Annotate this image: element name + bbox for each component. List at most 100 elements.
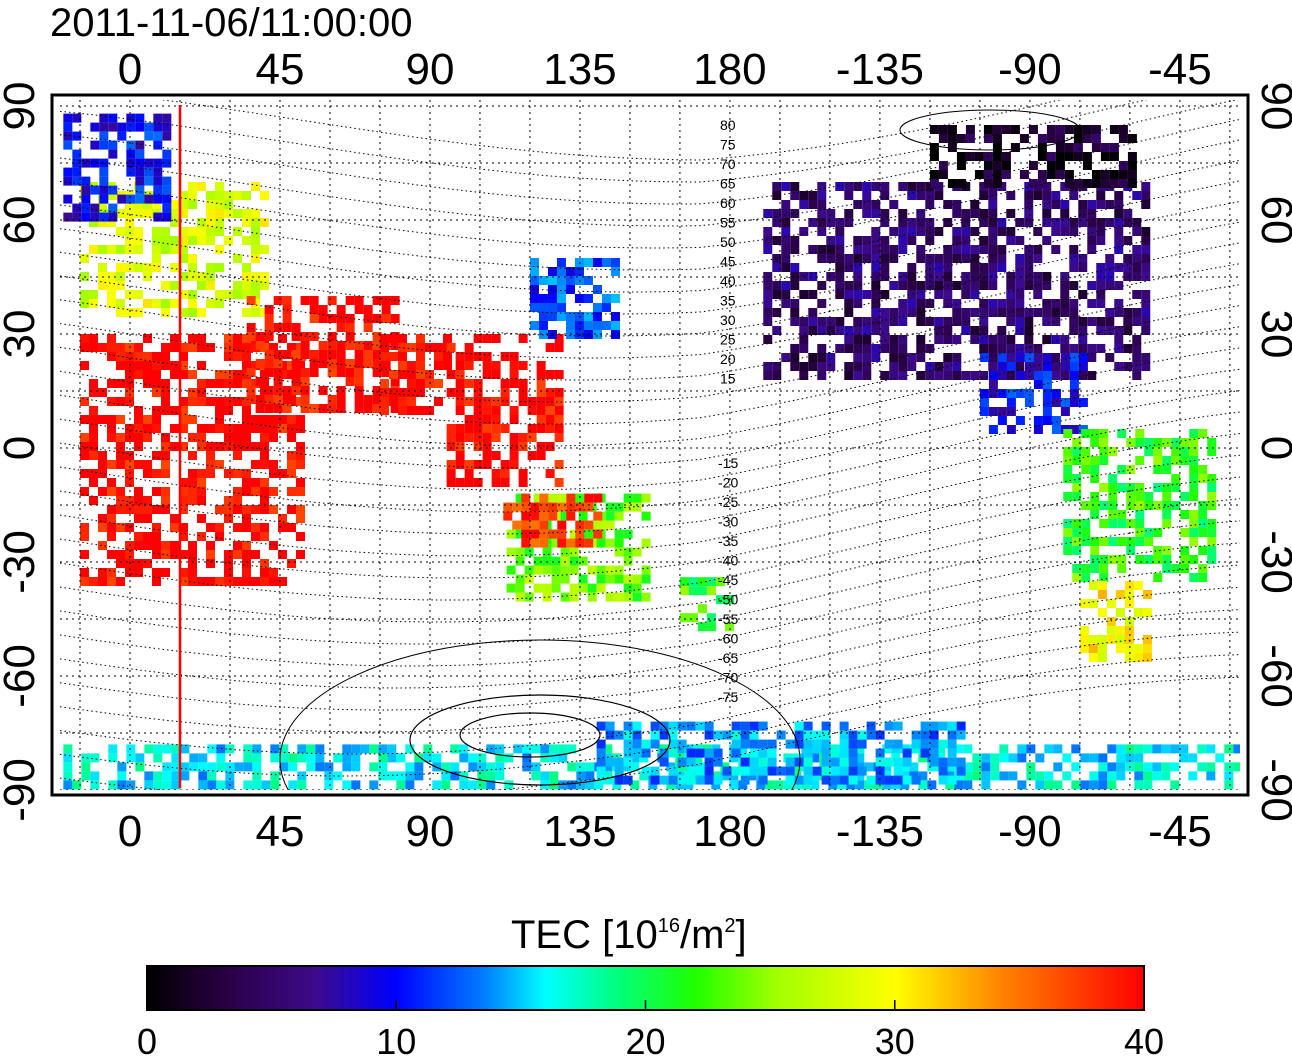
tec-cell [1127, 170, 1137, 179]
tec-cell [1188, 753, 1198, 763]
tec-cell [260, 218, 270, 227]
tec-cell [808, 308, 818, 317]
tec-cell [260, 568, 270, 577]
tec-cell [943, 353, 953, 362]
tec-cell [880, 245, 890, 254]
tec-cell [1071, 780, 1081, 790]
tec-cell [889, 362, 899, 371]
tec-cell [1089, 771, 1099, 781]
tec-cell [215, 532, 225, 541]
tec-cell [763, 281, 773, 290]
tec-cell [170, 406, 180, 415]
tec-cell [1042, 407, 1052, 416]
tec-cell [296, 451, 306, 460]
tec-cell [108, 149, 118, 159]
tec-cell [988, 380, 998, 389]
tec-cell [1114, 227, 1124, 236]
tec-cell [1132, 335, 1142, 344]
tec-cell [713, 775, 723, 785]
tec-cell [898, 236, 908, 245]
tec-cell [1118, 170, 1128, 179]
tec-cell [495, 762, 505, 772]
tec-cell [1114, 263, 1124, 272]
tec-cell [134, 568, 144, 577]
tec-cell [756, 780, 766, 790]
tec-cell [473, 460, 483, 469]
tec-cell [354, 368, 364, 377]
tec-cell [89, 424, 99, 433]
tec-cell [296, 550, 306, 559]
tec-cell [997, 299, 1007, 308]
tec-cell [116, 496, 126, 505]
tec-cell [729, 753, 739, 763]
tec-cell [925, 281, 935, 290]
tec-cell [491, 433, 501, 442]
tec-cell [767, 766, 777, 776]
tec-cell [179, 290, 189, 299]
tec-cell [1124, 635, 1134, 644]
tec-cell [345, 296, 355, 305]
tec-cell [918, 771, 928, 781]
left-lat-tick-label: -60 [0, 644, 44, 708]
tec-cell [947, 143, 957, 152]
tec-cell [108, 212, 118, 222]
tec-cell [567, 780, 577, 790]
tec-cell [551, 574, 561, 584]
tec-cell [1180, 564, 1190, 573]
tec-cell [1207, 492, 1217, 501]
tec-cell [916, 209, 926, 218]
tec-cell [260, 487, 270, 496]
tec-cell [89, 478, 99, 487]
tec-cell [531, 771, 541, 781]
tec-cell [116, 550, 126, 559]
tec-cell [835, 281, 845, 290]
colorbar-tick-label: 30 [875, 1021, 915, 1057]
tec-cell [107, 487, 117, 496]
tec-cell [252, 762, 262, 772]
tec-cell [1260, 744, 1269, 753]
tec-cell [1033, 281, 1043, 290]
tec-cell [441, 762, 451, 772]
tec-cell [601, 303, 611, 312]
tec-cell [143, 200, 153, 209]
tec-cell [1115, 644, 1125, 653]
tec-cell [495, 744, 505, 754]
tec-cell [907, 299, 917, 308]
tec-cell [279, 744, 289, 754]
tec-cell [839, 748, 849, 758]
tec-cell [583, 312, 593, 321]
tec-cell [979, 272, 989, 281]
tec-cell [188, 541, 198, 550]
tec-cell [342, 753, 352, 763]
tec-cell [817, 371, 827, 380]
tec-cell [1033, 353, 1043, 362]
tec-cell [260, 281, 270, 290]
tec-cell [749, 730, 759, 740]
tec-cell [1141, 227, 1151, 236]
tec-cell [188, 227, 198, 236]
tec-cell [695, 721, 705, 731]
tec-cell [1024, 245, 1034, 254]
tec-cell [63, 771, 73, 781]
tec-cell [206, 191, 216, 200]
right-lat-tick-label: 0 [1252, 436, 1292, 460]
tec-cell [857, 739, 867, 749]
tec-cell [934, 254, 944, 263]
tec-cell [233, 496, 243, 505]
tec-cell [464, 397, 474, 406]
tec-cell [1015, 362, 1025, 371]
tec-cell [527, 424, 537, 433]
tec-cell [197, 496, 207, 505]
tec-cell [916, 254, 926, 263]
tec-cell [1132, 344, 1142, 353]
tec-cell [300, 377, 310, 386]
tec-cell [126, 167, 136, 177]
tec-cell [1053, 744, 1063, 754]
tec-cell [545, 397, 555, 406]
tec-cell [1126, 519, 1136, 528]
tec-cell [593, 529, 603, 539]
tec-cell [936, 744, 946, 754]
tec-cell [835, 272, 845, 281]
tec-cell [296, 460, 306, 469]
tec-cell [1114, 200, 1124, 209]
